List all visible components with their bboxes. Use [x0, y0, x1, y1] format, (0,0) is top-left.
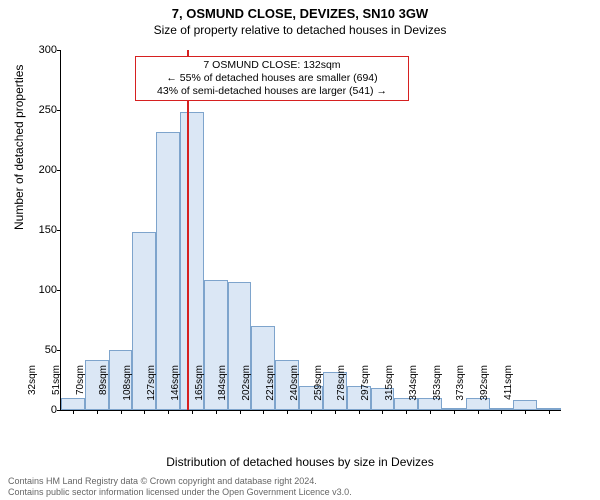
histogram-bar: [513, 400, 537, 410]
ytick-mark: [57, 290, 61, 291]
annotation-box: 7 OSMUND CLOSE: 132sqm ← 55% of detached…: [135, 56, 409, 101]
ytick-mark: [57, 350, 61, 351]
xtick-mark: [525, 410, 526, 414]
xtick-label: 89sqm: [98, 365, 109, 415]
footer-line2: Contains public sector information licen…: [8, 487, 352, 498]
xtick-label: 184sqm: [217, 365, 228, 415]
page-subtitle: Size of property relative to detached ho…: [0, 21, 600, 37]
marker-line: [187, 50, 189, 410]
xtick-label: 202sqm: [241, 365, 252, 415]
annotation-line1: 7 OSMUND CLOSE: 132sqm: [142, 59, 402, 72]
xtick-label: 108sqm: [122, 365, 133, 415]
ytick-mark: [57, 230, 61, 231]
xtick-label: 411sqm: [503, 365, 514, 415]
ytick-label: 100: [39, 284, 57, 296]
xtick-label: 334sqm: [408, 365, 419, 415]
xtick-label: 146sqm: [170, 365, 181, 415]
xtick-label: 392sqm: [479, 365, 490, 415]
xtick-label: 240sqm: [289, 365, 300, 415]
footer-attribution: Contains HM Land Registry data © Crown c…: [8, 476, 352, 498]
xtick-mark: [549, 410, 550, 414]
xtick-label: 297sqm: [360, 365, 371, 415]
xtick-label: 315sqm: [384, 365, 395, 415]
xtick-label: 127sqm: [146, 365, 157, 415]
xtick-label: 221sqm: [265, 365, 276, 415]
xtick-mark: [168, 410, 169, 414]
xtick-mark: [430, 410, 431, 414]
xtick-label: 278sqm: [336, 365, 347, 415]
xtick-mark: [73, 410, 74, 414]
xtick-label: 259sqm: [313, 365, 324, 415]
ytick-mark: [57, 170, 61, 171]
page-title: 7, OSMUND CLOSE, DEVIZES, SN10 3GW: [0, 0, 600, 21]
ytick-label: 50: [45, 344, 57, 356]
annotation-line3: 43% of semi-detached houses are larger (…: [142, 85, 402, 98]
xtick-label: 165sqm: [194, 365, 205, 415]
xtick-label: 373sqm: [455, 365, 466, 415]
annotation-line2: ← 55% of detached houses are smaller (69…: [142, 72, 402, 85]
y-axis-label: Number of detached properties: [12, 65, 26, 230]
footer-line1: Contains HM Land Registry data © Crown c…: [8, 476, 352, 487]
ytick-mark: [57, 110, 61, 111]
plot-region: 05010015020025030032sqm51sqm70sqm89sqm10…: [60, 50, 561, 411]
xtick-label: 51sqm: [51, 365, 62, 415]
ytick-label: 200: [39, 164, 57, 176]
ytick-mark: [57, 50, 61, 51]
xtick-label: 353sqm: [432, 365, 443, 415]
x-axis-label: Distribution of detached houses by size …: [0, 455, 600, 469]
xtick-mark: [192, 410, 193, 414]
xtick-label: 70sqm: [75, 365, 86, 415]
xtick-mark: [311, 410, 312, 414]
ytick-label: 250: [39, 104, 57, 116]
ytick-label: 150: [39, 224, 57, 236]
xtick-label: 32sqm: [27, 365, 38, 415]
chart-area: 05010015020025030032sqm51sqm70sqm89sqm10…: [60, 50, 560, 410]
ytick-label: 300: [39, 44, 57, 56]
